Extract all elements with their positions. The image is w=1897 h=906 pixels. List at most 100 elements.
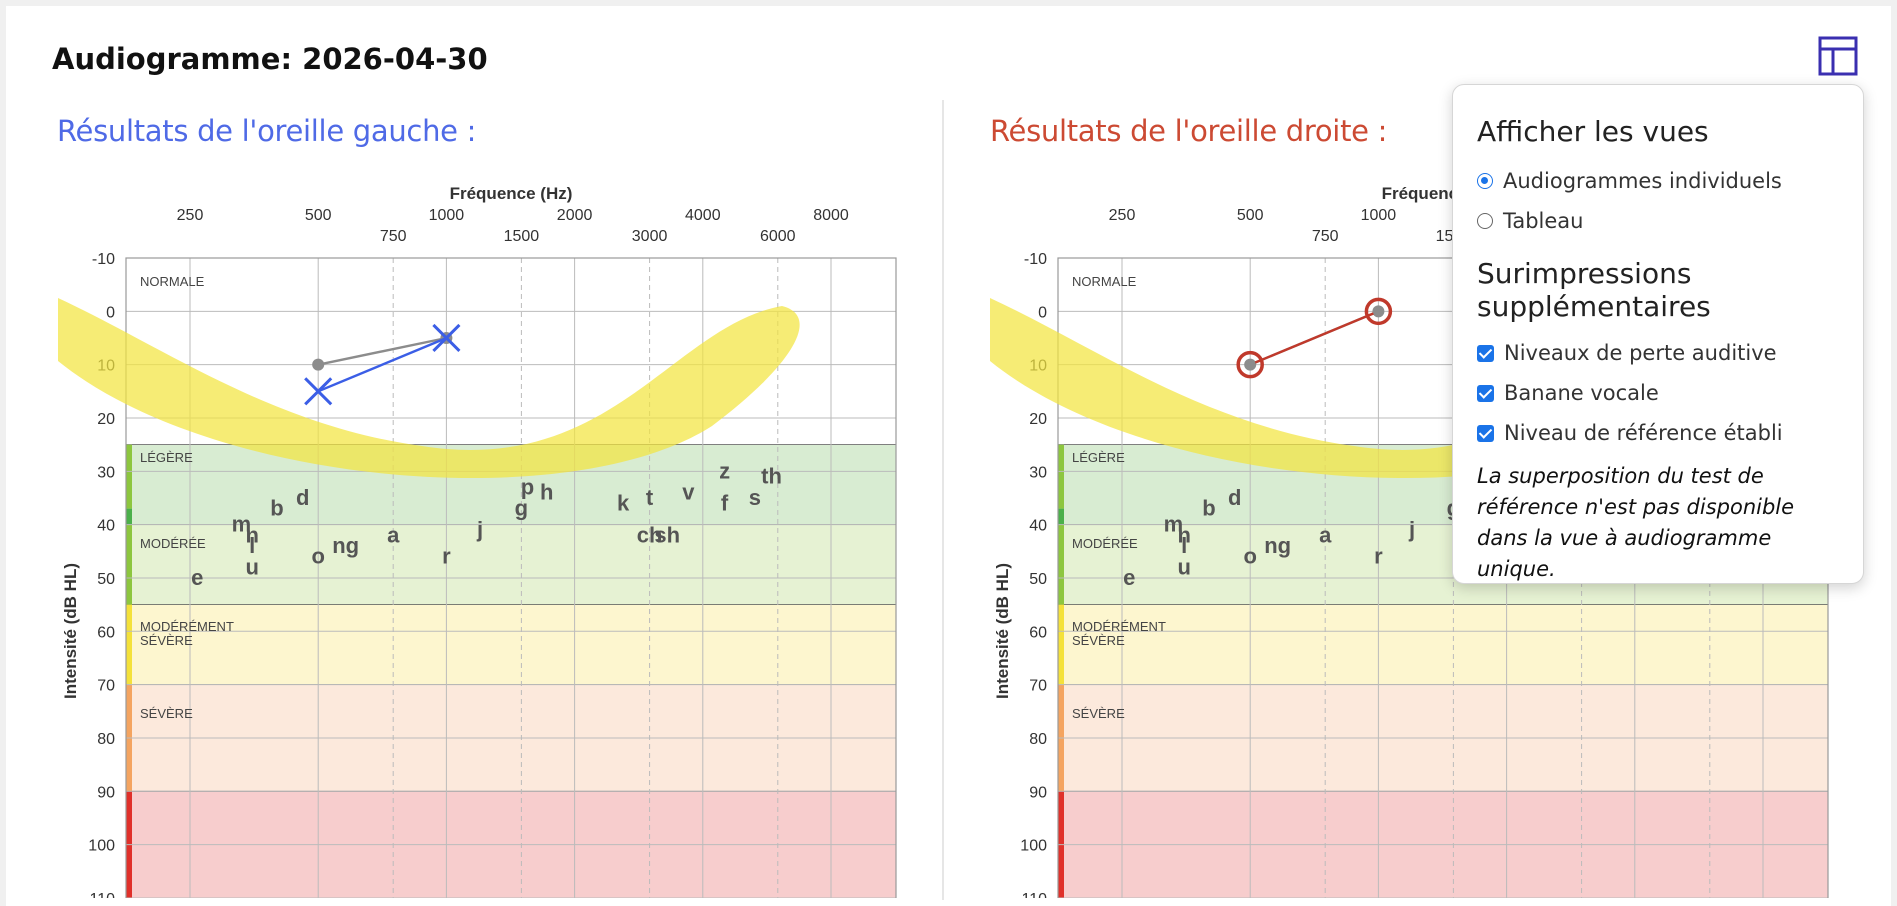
- phoneme-label: ch: [637, 522, 663, 547]
- db-tick-label: 40: [1029, 518, 1047, 535]
- y-axis-title: Intensité (dB HL): [61, 563, 80, 699]
- phoneme-label: r: [1374, 544, 1383, 569]
- loss-zone-band: [126, 524, 896, 605]
- zone-label: SÉVÈRE: [1072, 706, 1125, 721]
- loss-level-strip: [126, 604, 132, 685]
- db-tick-label: 60: [1029, 624, 1047, 641]
- db-tick-label: -10: [1024, 251, 1047, 268]
- x-stroke: [304, 377, 333, 406]
- page-title: Audiogramme: 2026-04-30: [52, 42, 488, 76]
- left-threshold-mark: [304, 377, 333, 406]
- checkbox-speech-banana[interactable]: [1477, 384, 1494, 402]
- views-heading: Afficher les vues: [1477, 115, 1709, 148]
- x-stroke: [432, 323, 461, 353]
- view-option-table-label: Tableau: [1503, 209, 1584, 233]
- zone-label: SÉVÈRE: [1072, 633, 1125, 648]
- freq-tick-label: 3000: [632, 228, 668, 245]
- db-tick-label: 90: [97, 784, 115, 801]
- checkbox-baseline[interactable]: [1477, 424, 1494, 442]
- phoneme-label: e: [1123, 565, 1135, 590]
- phoneme-label: v: [682, 480, 695, 505]
- overlay-baseline-label: Niveau de référence établi: [1504, 421, 1783, 445]
- radio-table[interactable]: [1477, 213, 1493, 229]
- db-tick-label: 90: [1029, 784, 1047, 801]
- view-option-table[interactable]: Tableau: [1477, 207, 1583, 235]
- zone-label: MODÉRÉMENT: [1072, 619, 1166, 634]
- db-tick-label: -10: [92, 251, 115, 268]
- overlay-hearing-loss-levels[interactable]: Niveaux de perte auditive: [1477, 339, 1777, 367]
- phoneme-label: t: [646, 485, 654, 510]
- phoneme-label: s: [749, 485, 761, 510]
- db-tick-label: 70: [97, 678, 115, 695]
- phoneme-label: u: [246, 554, 259, 579]
- left-audiogram-chart: 250 500 1000 2000 4000 8000 750 1500 3000 6000 -10…: [52, 176, 952, 906]
- phoneme-label: p: [521, 474, 534, 499]
- freq-tick-label: 250: [177, 207, 204, 224]
- db-tick-label: 50: [1029, 571, 1047, 588]
- loss-zone-band: [1058, 604, 1828, 685]
- phoneme-label: th: [761, 464, 782, 489]
- overlays-heading-line2: supplémentaires: [1477, 290, 1711, 323]
- db-tick-label: 80: [97, 731, 115, 748]
- loss-level-strip: [126, 791, 132, 906]
- phoneme-label: d: [296, 485, 309, 510]
- db-tick-label: 20: [1029, 411, 1047, 428]
- db-tick-label: 80: [1029, 731, 1047, 748]
- freq-tick-label: 6000: [760, 228, 796, 245]
- db-tick-label: 100: [88, 838, 115, 855]
- phoneme-label: ng: [1264, 533, 1291, 558]
- db-tick-label: 70: [1029, 678, 1047, 695]
- phoneme-label: o: [311, 544, 324, 569]
- phoneme-label: a: [1319, 522, 1332, 547]
- phoneme-label: m: [1164, 512, 1184, 537]
- phoneme-label: u: [1178, 554, 1191, 579]
- checkbox-hearing-loss-levels[interactable]: [1477, 344, 1494, 362]
- phoneme-label: b: [270, 496, 283, 521]
- zone-label: SÉVÈRE: [140, 633, 193, 648]
- x-axis-title: Fréquence (Hz): [450, 184, 573, 203]
- db-tick-label: 110: [89, 891, 115, 898]
- phoneme-label: r: [442, 544, 451, 569]
- phoneme-label: a: [387, 522, 400, 547]
- plot-frame: [125, 257, 897, 906]
- db-tick-label: 110: [1021, 891, 1047, 898]
- zone-label: MODÉRÉE: [1072, 536, 1138, 551]
- overlay-speech-banana-label: Banane vocale: [1504, 381, 1659, 405]
- overlay-baseline[interactable]: Niveau de référence établi: [1477, 419, 1783, 447]
- phoneme-label: n: [246, 522, 259, 547]
- series-line: [317, 336, 447, 393]
- column-divider: [942, 100, 944, 900]
- phoneme-label: ng: [332, 533, 359, 558]
- right-threshold-mark: [1236, 350, 1264, 379]
- view-option-individual-label: Audiogrammes individuels: [1503, 169, 1782, 193]
- loss-level-strip: [126, 524, 132, 605]
- freq-tick-label: 8000: [813, 207, 849, 224]
- loss-level-strip: [126, 444, 132, 509]
- phoneme-label: sh: [654, 522, 680, 547]
- y-axis-title: Intensité (dB HL): [993, 563, 1012, 699]
- left-ear-heading: Résultats de l'oreille gauche :: [57, 114, 477, 148]
- phoneme-label: l: [249, 533, 255, 558]
- phoneme-label: g: [515, 496, 528, 521]
- loss-zone-band: [126, 604, 896, 685]
- db-tick-label: 100: [1020, 838, 1047, 855]
- zone-label: NORMALE: [1072, 274, 1137, 289]
- phoneme-label: h: [540, 480, 553, 505]
- freq-tick-label: 250: [1109, 207, 1136, 224]
- phoneme-label: l: [1181, 533, 1187, 558]
- phoneme-label: j: [1408, 517, 1415, 542]
- overlays-heading-line1: Surimpressions: [1477, 257, 1692, 290]
- radio-individual[interactable]: [1477, 173, 1493, 189]
- baseline-point: [312, 358, 325, 371]
- db-tick-label: 20: [97, 411, 115, 428]
- freq-tick-label: 4000: [685, 207, 721, 224]
- view-option-individual[interactable]: Audiogrammes individuels: [1477, 167, 1782, 195]
- zone-label: MODÉRÉMENT: [140, 619, 234, 634]
- layout-panel-icon[interactable]: [1818, 36, 1858, 76]
- db-tick-label: 30: [1029, 464, 1047, 481]
- loss-level-strip: [126, 508, 132, 525]
- db-tick-label: 30: [97, 464, 115, 481]
- phoneme-label: f: [721, 490, 729, 515]
- overlay-speech-banana[interactable]: Banane vocale: [1477, 379, 1659, 407]
- db-tick-label: 40: [97, 518, 115, 535]
